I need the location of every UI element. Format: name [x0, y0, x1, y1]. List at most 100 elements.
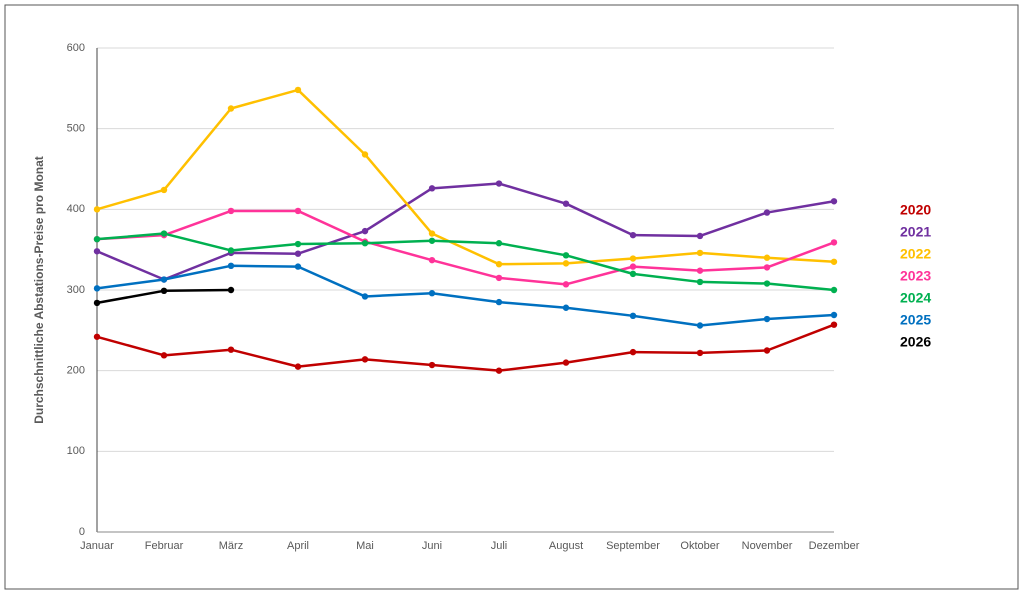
- data-point: [227, 286, 235, 294]
- series-line: [96, 264, 835, 327]
- x-tick-label: November: [742, 540, 793, 552]
- data-point: [93, 285, 101, 292]
- data-point: [428, 256, 436, 264]
- x-tick-label: Oktober: [680, 540, 719, 552]
- x-tick-label: Juli: [491, 540, 508, 552]
- data-point: [227, 207, 235, 215]
- data-point: [629, 255, 637, 262]
- x-tick-label: Juni: [422, 540, 442, 552]
- data-point: [696, 267, 704, 274]
- y-tick-label: 300: [67, 284, 85, 296]
- data-point: [160, 186, 168, 194]
- data-point: [227, 105, 235, 112]
- data-point: [562, 304, 570, 311]
- data-point: [294, 250, 302, 257]
- x-tick-label: Januar: [80, 540, 114, 552]
- data-point: [294, 207, 302, 215]
- data-point: [562, 281, 570, 288]
- data-point: [93, 248, 101, 255]
- data-point: [160, 352, 168, 359]
- data-point: [160, 287, 168, 295]
- data-point: [562, 200, 570, 207]
- data-point: [763, 347, 771, 354]
- x-tick-label: Februar: [145, 540, 184, 552]
- data-point: [495, 260, 503, 268]
- data-point: [495, 240, 503, 247]
- x-tick-label: Mai: [356, 540, 374, 552]
- data-point: [763, 264, 771, 271]
- data-point: [227, 346, 235, 353]
- data-point: [93, 299, 101, 307]
- series-line: [96, 182, 835, 281]
- data-point: [93, 333, 101, 340]
- data-point: [428, 185, 436, 192]
- data-point: [562, 359, 570, 366]
- data-point: [294, 240, 302, 248]
- y-tick-label: 100: [67, 445, 85, 457]
- x-tick-label: August: [549, 540, 583, 552]
- data-point: [495, 367, 503, 374]
- data-point: [629, 263, 637, 270]
- data-point: [495, 274, 503, 282]
- data-point: [361, 356, 369, 363]
- data-point: [93, 206, 101, 213]
- series-line: [96, 232, 835, 292]
- data-point: [830, 321, 838, 328]
- data-point: [294, 363, 302, 370]
- data-point: [830, 239, 838, 246]
- data-point: [562, 252, 570, 259]
- data-point: [93, 235, 101, 243]
- y-axis-label: Durchschnittliche Abstations-Preise pro …: [32, 156, 46, 424]
- data-point: [495, 180, 503, 187]
- data-point: [227, 262, 235, 269]
- data-point: [830, 311, 838, 319]
- data-point: [696, 349, 704, 357]
- legend-label: 2025: [900, 312, 931, 328]
- legend-label: 2022: [900, 246, 931, 262]
- x-tick-label: Dezember: [809, 540, 860, 552]
- data-point: [428, 361, 436, 369]
- data-point: [361, 293, 369, 300]
- data-point: [361, 240, 369, 247]
- y-tick-label: 0: [79, 526, 85, 538]
- data-point: [629, 312, 637, 320]
- data-point: [160, 276, 168, 283]
- data-point: [562, 260, 570, 267]
- legend-label: 2020: [900, 202, 931, 218]
- data-point: [629, 348, 637, 356]
- data-point: [428, 230, 436, 237]
- data-point: [294, 86, 302, 94]
- data-point: [696, 249, 704, 257]
- data-point: [763, 280, 771, 287]
- data-point: [160, 230, 168, 237]
- data-point: [763, 209, 771, 216]
- y-tick-label: 600: [67, 42, 85, 54]
- y-tick-label: 200: [67, 365, 85, 377]
- data-point: [629, 231, 637, 239]
- data-point: [830, 258, 838, 265]
- data-point: [763, 254, 771, 261]
- data-point: [629, 270, 637, 278]
- legend-label: 2026: [900, 334, 931, 350]
- x-tick-label: März: [219, 540, 243, 552]
- data-point: [763, 315, 771, 323]
- data-point: [361, 227, 369, 235]
- data-point: [495, 298, 503, 306]
- x-tick-label: September: [606, 540, 660, 552]
- y-tick-label: 500: [67, 123, 85, 135]
- legend-label: 2024: [900, 290, 931, 306]
- legend-label: 2021: [900, 224, 931, 240]
- series-line: [96, 209, 835, 286]
- data-point: [227, 247, 235, 254]
- data-point: [696, 232, 704, 240]
- x-tick-label: April: [287, 540, 309, 552]
- frame: [4, 4, 1019, 590]
- data-point: [361, 151, 369, 158]
- series-line: [96, 323, 835, 372]
- data-point: [696, 322, 704, 329]
- series-line: [96, 88, 835, 266]
- y-tick-label: 400: [67, 203, 85, 215]
- data-point: [428, 290, 436, 297]
- data-point: [428, 237, 436, 244]
